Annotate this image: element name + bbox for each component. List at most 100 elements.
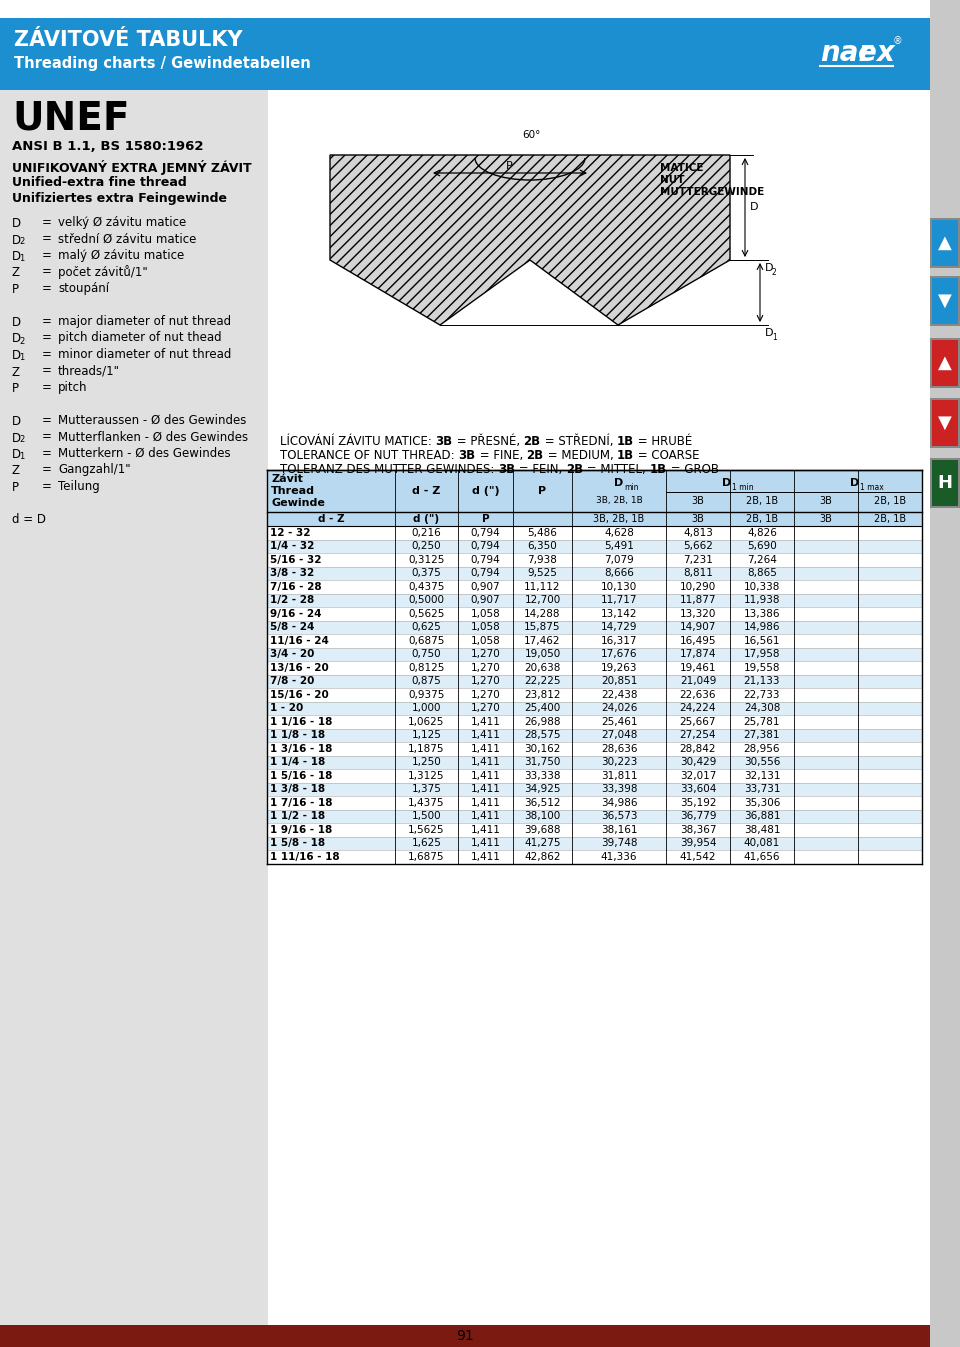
Text: 39,954: 39,954 bbox=[680, 838, 716, 849]
Text: 11,877: 11,877 bbox=[680, 595, 716, 605]
Text: Gangzahl/1": Gangzahl/1" bbox=[58, 463, 131, 477]
Text: =: = bbox=[42, 331, 52, 345]
Text: D: D bbox=[614, 478, 624, 488]
Text: 41,336: 41,336 bbox=[601, 851, 637, 862]
Bar bbox=[930, 218, 960, 268]
Text: 24,224: 24,224 bbox=[680, 703, 716, 714]
Text: 1 max: 1 max bbox=[860, 484, 884, 492]
Text: D: D bbox=[12, 333, 21, 345]
Text: Závit: Závit bbox=[271, 474, 302, 484]
Text: 1,411: 1,411 bbox=[470, 811, 500, 822]
Bar bbox=[932, 277, 958, 325]
Text: Teilung: Teilung bbox=[58, 480, 100, 493]
Text: 16,495: 16,495 bbox=[680, 636, 716, 645]
Text: 22,636: 22,636 bbox=[680, 690, 716, 699]
Text: 39,688: 39,688 bbox=[524, 824, 561, 835]
Text: velký Ø závitu matice: velký Ø závitu matice bbox=[58, 216, 186, 229]
Text: =: = bbox=[42, 447, 52, 459]
Text: 1: 1 bbox=[772, 333, 777, 342]
Bar bbox=[267, 607, 922, 621]
Text: 13/16 - 20: 13/16 - 20 bbox=[270, 663, 328, 672]
Text: ▼: ▼ bbox=[938, 292, 952, 310]
Text: P: P bbox=[12, 481, 19, 494]
Text: 28,956: 28,956 bbox=[744, 744, 780, 754]
Text: 0,794: 0,794 bbox=[470, 555, 500, 564]
Text: =: = bbox=[42, 431, 52, 443]
Text: pitch: pitch bbox=[58, 381, 87, 395]
Text: 2: 2 bbox=[19, 237, 24, 247]
Text: Z: Z bbox=[12, 365, 20, 379]
Bar bbox=[267, 470, 922, 512]
Text: 34,925: 34,925 bbox=[524, 784, 561, 795]
Text: min: min bbox=[624, 484, 638, 492]
Text: =: = bbox=[42, 216, 52, 229]
Text: TOLERANZ DES MUTTER GEWINDES:: TOLERANZ DES MUTTER GEWINDES: bbox=[280, 463, 498, 475]
Text: 2B, 1B: 2B, 1B bbox=[874, 515, 906, 524]
Text: 4,826: 4,826 bbox=[747, 528, 777, 537]
Text: 32,017: 32,017 bbox=[680, 770, 716, 781]
Text: Thread: Thread bbox=[271, 486, 315, 496]
Text: 17,676: 17,676 bbox=[601, 649, 637, 659]
Text: 28,636: 28,636 bbox=[601, 744, 637, 754]
Text: d = D: d = D bbox=[12, 513, 46, 525]
Text: 0,907: 0,907 bbox=[470, 595, 500, 605]
Text: D: D bbox=[12, 317, 21, 329]
Text: 0,6875: 0,6875 bbox=[408, 636, 444, 645]
Text: Z: Z bbox=[12, 465, 20, 477]
Text: ex: ex bbox=[858, 39, 895, 67]
Text: 5,662: 5,662 bbox=[683, 541, 713, 551]
Bar bbox=[267, 661, 922, 675]
Text: 1: 1 bbox=[19, 453, 24, 461]
Text: 1,3125: 1,3125 bbox=[408, 770, 444, 781]
Text: 3B: 3B bbox=[436, 435, 453, 449]
Text: D: D bbox=[12, 217, 21, 230]
Bar bbox=[267, 756, 922, 769]
Text: 41,542: 41,542 bbox=[680, 851, 716, 862]
Text: 0,8125: 0,8125 bbox=[408, 663, 444, 672]
Text: 0,3125: 0,3125 bbox=[408, 555, 444, 564]
Text: 1,0625: 1,0625 bbox=[408, 717, 444, 727]
Bar bbox=[267, 783, 922, 796]
Text: 1,5625: 1,5625 bbox=[408, 824, 444, 835]
Text: 3/4 - 20: 3/4 - 20 bbox=[270, 649, 314, 659]
Text: 1 - 20: 1 - 20 bbox=[270, 703, 303, 714]
Text: 22,438: 22,438 bbox=[601, 690, 637, 699]
Text: 42,862: 42,862 bbox=[524, 851, 561, 862]
Bar bbox=[267, 675, 922, 688]
Text: TOLERANCE OF NUT THREAD:: TOLERANCE OF NUT THREAD: bbox=[280, 449, 458, 462]
Bar bbox=[930, 397, 960, 449]
Text: 36,779: 36,779 bbox=[680, 811, 716, 822]
Text: D: D bbox=[722, 478, 732, 488]
Text: počet závitů/1": počet závitů/1" bbox=[58, 265, 148, 279]
Text: =: = bbox=[42, 233, 52, 245]
Text: 33,398: 33,398 bbox=[601, 784, 637, 795]
Text: nar: nar bbox=[820, 39, 872, 67]
Text: 17,874: 17,874 bbox=[680, 649, 716, 659]
Text: 2B, 1B: 2B, 1B bbox=[746, 496, 778, 506]
Text: 1/4 - 32: 1/4 - 32 bbox=[270, 541, 314, 551]
Text: 41,656: 41,656 bbox=[744, 851, 780, 862]
Text: P: P bbox=[506, 162, 513, 171]
Text: 1 5/8 - 18: 1 5/8 - 18 bbox=[270, 838, 325, 849]
Text: 13,386: 13,386 bbox=[744, 609, 780, 618]
Text: 1 1/8 - 18: 1 1/8 - 18 bbox=[270, 730, 325, 741]
Text: 38,367: 38,367 bbox=[680, 824, 716, 835]
Text: 7/16 - 28: 7/16 - 28 bbox=[270, 582, 322, 591]
Text: 7,079: 7,079 bbox=[604, 555, 634, 564]
Text: 1: 1 bbox=[19, 353, 24, 362]
Text: 33,604: 33,604 bbox=[680, 784, 716, 795]
Text: 1,270: 1,270 bbox=[470, 649, 500, 659]
Text: 10,290: 10,290 bbox=[680, 582, 716, 591]
Text: MATICE: MATICE bbox=[660, 163, 704, 172]
Text: 1,411: 1,411 bbox=[470, 770, 500, 781]
Text: 14,729: 14,729 bbox=[601, 622, 637, 632]
Text: 2: 2 bbox=[19, 337, 24, 345]
Bar bbox=[267, 823, 922, 836]
Text: UNEF: UNEF bbox=[12, 100, 130, 137]
Text: 1,411: 1,411 bbox=[470, 730, 500, 741]
Text: 30,162: 30,162 bbox=[524, 744, 561, 754]
Text: 1,411: 1,411 bbox=[470, 824, 500, 835]
Text: 2B: 2B bbox=[566, 463, 584, 475]
Text: 4,813: 4,813 bbox=[683, 528, 713, 537]
Text: 36,573: 36,573 bbox=[601, 811, 637, 822]
